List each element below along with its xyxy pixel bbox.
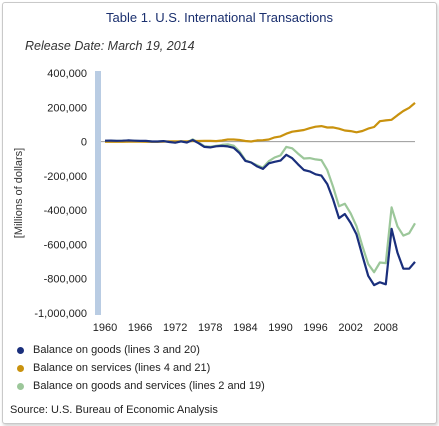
series-lines xyxy=(104,102,416,287)
y-tick-label: 200,000 xyxy=(47,102,87,114)
series-line-services xyxy=(105,102,416,143)
legend-item-goods-services: Balance on goods and services (lines 2 a… xyxy=(17,377,265,395)
x-tick-label: 1966 xyxy=(128,322,152,334)
x-tick-label: 1978 xyxy=(198,322,222,334)
y-tick-label: 400,000 xyxy=(47,68,87,80)
y-tick-label: -800,000 xyxy=(44,274,87,286)
y-tick-label: 0 xyxy=(81,137,87,149)
y-tick-labels: 400,000 200,000 0 -200,000 -400,000 -600,000 -… xyxy=(34,68,87,320)
legend-label-services: Balance on services (lines 4 and 21) xyxy=(33,362,211,374)
x-tick-label: 2008 xyxy=(374,322,398,334)
x-tick-label: 1960 xyxy=(93,322,117,334)
y-axis-bar xyxy=(95,71,101,315)
legend-marker-goods-services xyxy=(17,382,24,390)
chart-title: Table 1. U.S. International Transactions xyxy=(106,10,333,25)
legend-label-goods: Balance on goods (lines 3 and 20) xyxy=(33,344,200,356)
y-tick-label: -600,000 xyxy=(44,239,87,251)
release-date: Release Date: March 19, 2014 xyxy=(25,39,195,53)
x-tick-label: 1972 xyxy=(163,322,187,334)
series-line-goods xyxy=(104,138,416,287)
legend-marker-services xyxy=(17,364,24,372)
legend-item-services: Balance on services (lines 4 and 21) xyxy=(17,359,265,377)
legend-label-goods-services: Balance on goods and services (lines 2 a… xyxy=(33,380,265,392)
y-tick-label: -400,000 xyxy=(44,205,87,217)
x-tick-labels: 1960 1966 1972 1978 1984 1990 1996 2002 2008 xyxy=(93,322,398,334)
y-tick-label: -200,000 xyxy=(44,171,87,183)
x-tick-label: 1990 xyxy=(268,322,292,334)
y-axis-label: [Millions of dollars] xyxy=(13,148,25,238)
line-chart: 400,000 200,000 0 -200,000 -400,000 -600,000 -… xyxy=(13,68,416,334)
x-tick-label: 1996 xyxy=(303,322,327,334)
legend: Balance on goods (lines 3 and 20) Balanc… xyxy=(17,341,265,395)
series-line-goods-services xyxy=(104,138,416,274)
source-note: Source: U.S. Bureau of Economic Analysis xyxy=(10,404,218,416)
x-tick-label: 2002 xyxy=(338,322,362,334)
y-tick-label: -1,000,000 xyxy=(34,308,87,320)
legend-marker-goods xyxy=(17,346,24,354)
legend-item-goods: Balance on goods (lines 3 and 20) xyxy=(17,341,265,359)
x-tick-label: 1984 xyxy=(233,322,257,334)
